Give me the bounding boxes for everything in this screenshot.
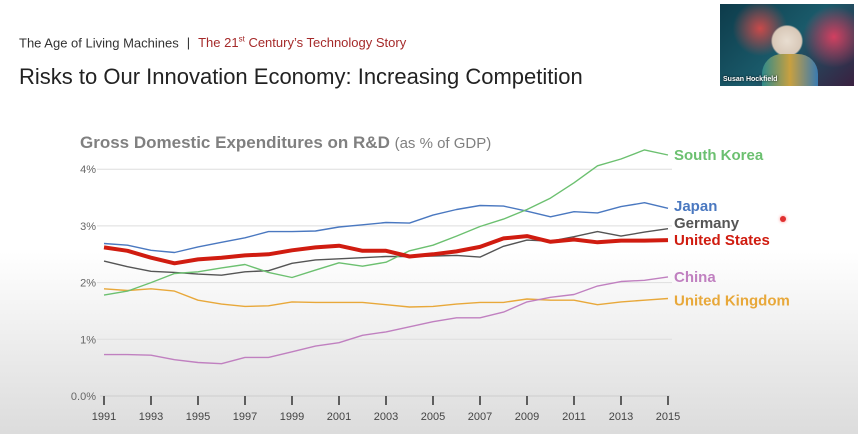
series-label-germany: Germany [674,215,740,232]
y-tick-label: 3% [80,221,96,233]
y-tick-label: 2% [80,278,96,290]
y-tick-label: 0.0% [71,391,96,403]
x-tick-label: 2007 [468,411,492,423]
x-tick-label: 1991 [92,411,116,423]
x-tick-label: 2009 [515,411,539,423]
y-tick-label: 1% [80,334,96,346]
subtitle-pre: The 21 [198,35,239,51]
x-tick-label: 2015 [656,411,680,423]
slide-title: Risks to Our Innovation Economy: Increas… [19,64,583,89]
y-tick-label: 4% [80,164,96,176]
series-line-japan [103,202,669,254]
x-tick-label: 2003 [374,411,398,423]
header-separator: | [186,35,191,51]
participant-figure [762,54,818,86]
subtitle-sup: st [238,35,245,44]
series-line-china [104,276,669,365]
webcam-video-tile[interactable]: Susan Hockfield [720,4,854,86]
subtitle-post: Century’s Technology Story [244,35,407,51]
x-tick-label: 2013 [609,411,633,423]
chart-title-main: Gross Domestic Expenditures on R&D [80,133,390,152]
series-label-united-states: United States [674,232,770,249]
x-tick-label: 2011 [562,411,586,423]
x-tick-label: 2005 [421,411,445,423]
course-name: The Age of Living Machines [19,35,179,51]
chart-title: Gross Domestic Expenditures on R&D (as %… [80,133,491,153]
series-label-japan: Japan [674,198,717,215]
series-line-united-kingdom [103,288,669,308]
chart-title-unit: (as % of GDP) [394,135,492,152]
x-tick-label: 1997 [233,411,257,423]
x-tick-label: 2001 [327,411,351,423]
x-tick-label: 1995 [186,411,210,423]
x-tick-label: 1999 [280,411,304,423]
participant-name: Susan Hockfield [723,76,778,83]
series-label-united-kingdom: United Kingdom [674,293,790,310]
series-label-china: China [674,269,716,286]
series-label-south-korea: South Korea [674,147,764,164]
pointer-cursor [780,216,786,222]
course-subtitle: The 21st Century’s Technology Story [198,35,406,50]
course-header: The Age of Living Machines | The 21st Cent… [19,35,406,50]
x-tick-label: 1993 [139,411,163,423]
